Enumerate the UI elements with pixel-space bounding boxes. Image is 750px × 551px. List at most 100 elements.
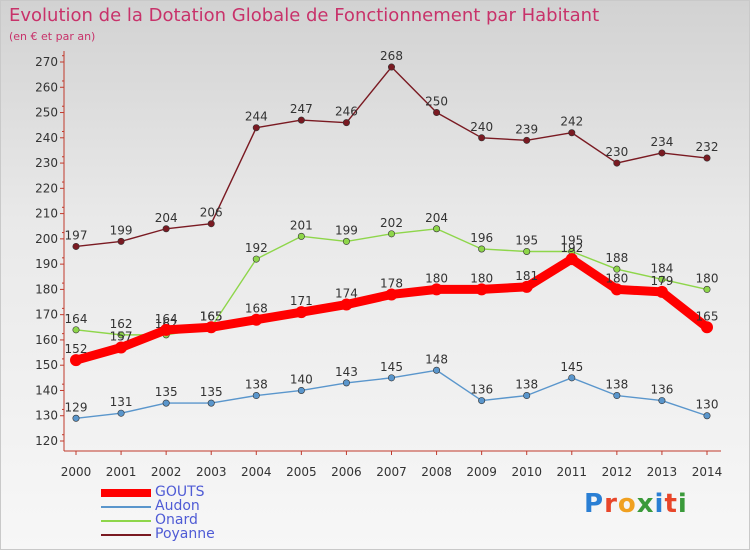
- x-tick-label: 2001: [106, 465, 137, 479]
- data-point-gouts: [565, 253, 578, 266]
- data-point-onard: [613, 265, 621, 273]
- data-label-audon: 138: [605, 378, 628, 392]
- data-point-poyanne: [207, 220, 215, 228]
- data-point-gouts: [655, 285, 668, 298]
- data-label-gouts: 178: [380, 276, 403, 290]
- data-point-poyanne: [342, 119, 350, 127]
- data-label-onard: 202: [380, 216, 403, 230]
- data-point-onard: [297, 232, 305, 240]
- data-point-gouts: [475, 283, 488, 296]
- logo-letter: r: [604, 489, 618, 519]
- y-tick-label: 130: [35, 409, 58, 423]
- data-label-audon: 145: [380, 360, 403, 374]
- chart-title: Evolution de la Dotation Globale de Fonc…: [9, 5, 600, 26]
- data-point-audon: [252, 392, 260, 400]
- y-tick-label: 210: [35, 207, 58, 221]
- data-point-onard: [433, 225, 441, 233]
- data-label-audon: 130: [696, 398, 719, 412]
- y-tick-label: 220: [35, 181, 58, 195]
- data-label-poyanne: 197: [65, 228, 88, 242]
- x-tick-label: 2009: [466, 465, 497, 479]
- data-point-onard: [252, 255, 260, 263]
- data-label-poyanne: 234: [650, 135, 673, 149]
- y-tick-label: 260: [35, 80, 58, 94]
- x-tick-label: 2000: [61, 465, 92, 479]
- data-label-onard: 184: [650, 261, 673, 275]
- data-point-poyanne: [162, 225, 170, 233]
- y-tick-label: 270: [35, 55, 58, 69]
- data-label-gouts: 168: [245, 302, 268, 316]
- data-point-audon: [207, 399, 215, 407]
- data-label-gouts: 164: [155, 312, 178, 326]
- data-point-onard: [523, 248, 531, 256]
- data-label-audon: 140: [290, 372, 313, 386]
- data-point-audon: [433, 366, 441, 374]
- data-label-poyanne: 232: [696, 140, 719, 154]
- data-label-audon: 148: [425, 352, 448, 366]
- data-point-gouts: [295, 306, 308, 319]
- data-label-poyanne: 247: [290, 102, 313, 116]
- data-label-onard: 196: [470, 231, 493, 245]
- data-point-onard: [387, 230, 395, 238]
- data-label-audon: 145: [560, 360, 583, 374]
- data-point-gouts: [610, 283, 623, 296]
- data-point-audon: [162, 399, 170, 407]
- y-tick-label: 200: [35, 232, 58, 246]
- data-label-poyanne: 230: [605, 145, 628, 159]
- x-tick-label: 2010: [511, 465, 542, 479]
- data-label-onard: 164: [65, 312, 88, 326]
- data-label-audon: 131: [110, 395, 133, 409]
- data-point-gouts: [250, 313, 263, 326]
- data-point-audon: [568, 374, 576, 382]
- data-point-gouts: [385, 288, 398, 301]
- x-tick-label: 2002: [151, 465, 182, 479]
- legend-swatch-onard: [101, 520, 151, 522]
- data-label-audon: 138: [515, 378, 538, 392]
- chart-subtitle: (en € et par an): [9, 30, 96, 43]
- x-tick-label: 2013: [647, 465, 678, 479]
- y-tick-label: 170: [35, 308, 58, 322]
- legend-swatch-audon: [101, 506, 151, 508]
- data-point-gouts: [340, 298, 353, 311]
- data-point-audon: [703, 412, 711, 420]
- data-point-gouts: [160, 323, 173, 336]
- data-label-gouts: 152: [65, 342, 88, 356]
- data-label-onard: 201: [290, 218, 313, 232]
- data-label-poyanne: 268: [380, 49, 403, 63]
- data-point-audon: [478, 397, 486, 405]
- logo-letter: i: [654, 489, 665, 519]
- data-point-poyanne: [703, 154, 711, 162]
- data-label-audon: 129: [65, 400, 88, 414]
- data-label-poyanne: 242: [560, 115, 583, 129]
- x-tick-label: 2004: [241, 465, 272, 479]
- data-point-audon: [297, 386, 305, 394]
- data-label-gouts: 180: [605, 271, 628, 285]
- data-point-poyanne: [297, 116, 305, 124]
- data-label-gouts: 181: [515, 269, 538, 283]
- data-point-onard: [72, 326, 80, 334]
- data-point-audon: [523, 392, 531, 400]
- legend-label-audon: Audon: [155, 498, 200, 514]
- data-label-gouts: 180: [470, 271, 493, 285]
- data-point-audon: [387, 374, 395, 382]
- data-point-onard: [117, 331, 125, 339]
- data-label-gouts: 165: [696, 309, 719, 323]
- data-label-audon: 138: [245, 378, 268, 392]
- data-label-audon: 135: [200, 385, 223, 399]
- data-point-audon: [117, 409, 125, 417]
- data-label-onard: 162: [110, 317, 133, 331]
- legend-swatch-gouts: [101, 489, 151, 497]
- data-label-onard: 199: [335, 223, 358, 237]
- data-label-audon: 136: [470, 383, 493, 397]
- logo-letter: x: [636, 489, 655, 519]
- y-tick-label: 190: [35, 257, 58, 271]
- y-tick-label: 230: [35, 156, 58, 170]
- data-point-onard: [703, 285, 711, 293]
- legend-label-onard: Onard: [155, 512, 198, 528]
- data-label-poyanne: 206: [200, 206, 223, 220]
- logo-letter: i: [677, 489, 688, 519]
- data-label-onard: 195: [515, 234, 538, 248]
- legend-label-poyanne: Poyanne: [155, 526, 215, 542]
- data-point-poyanne: [433, 109, 441, 117]
- x-tick-label: 2005: [286, 465, 317, 479]
